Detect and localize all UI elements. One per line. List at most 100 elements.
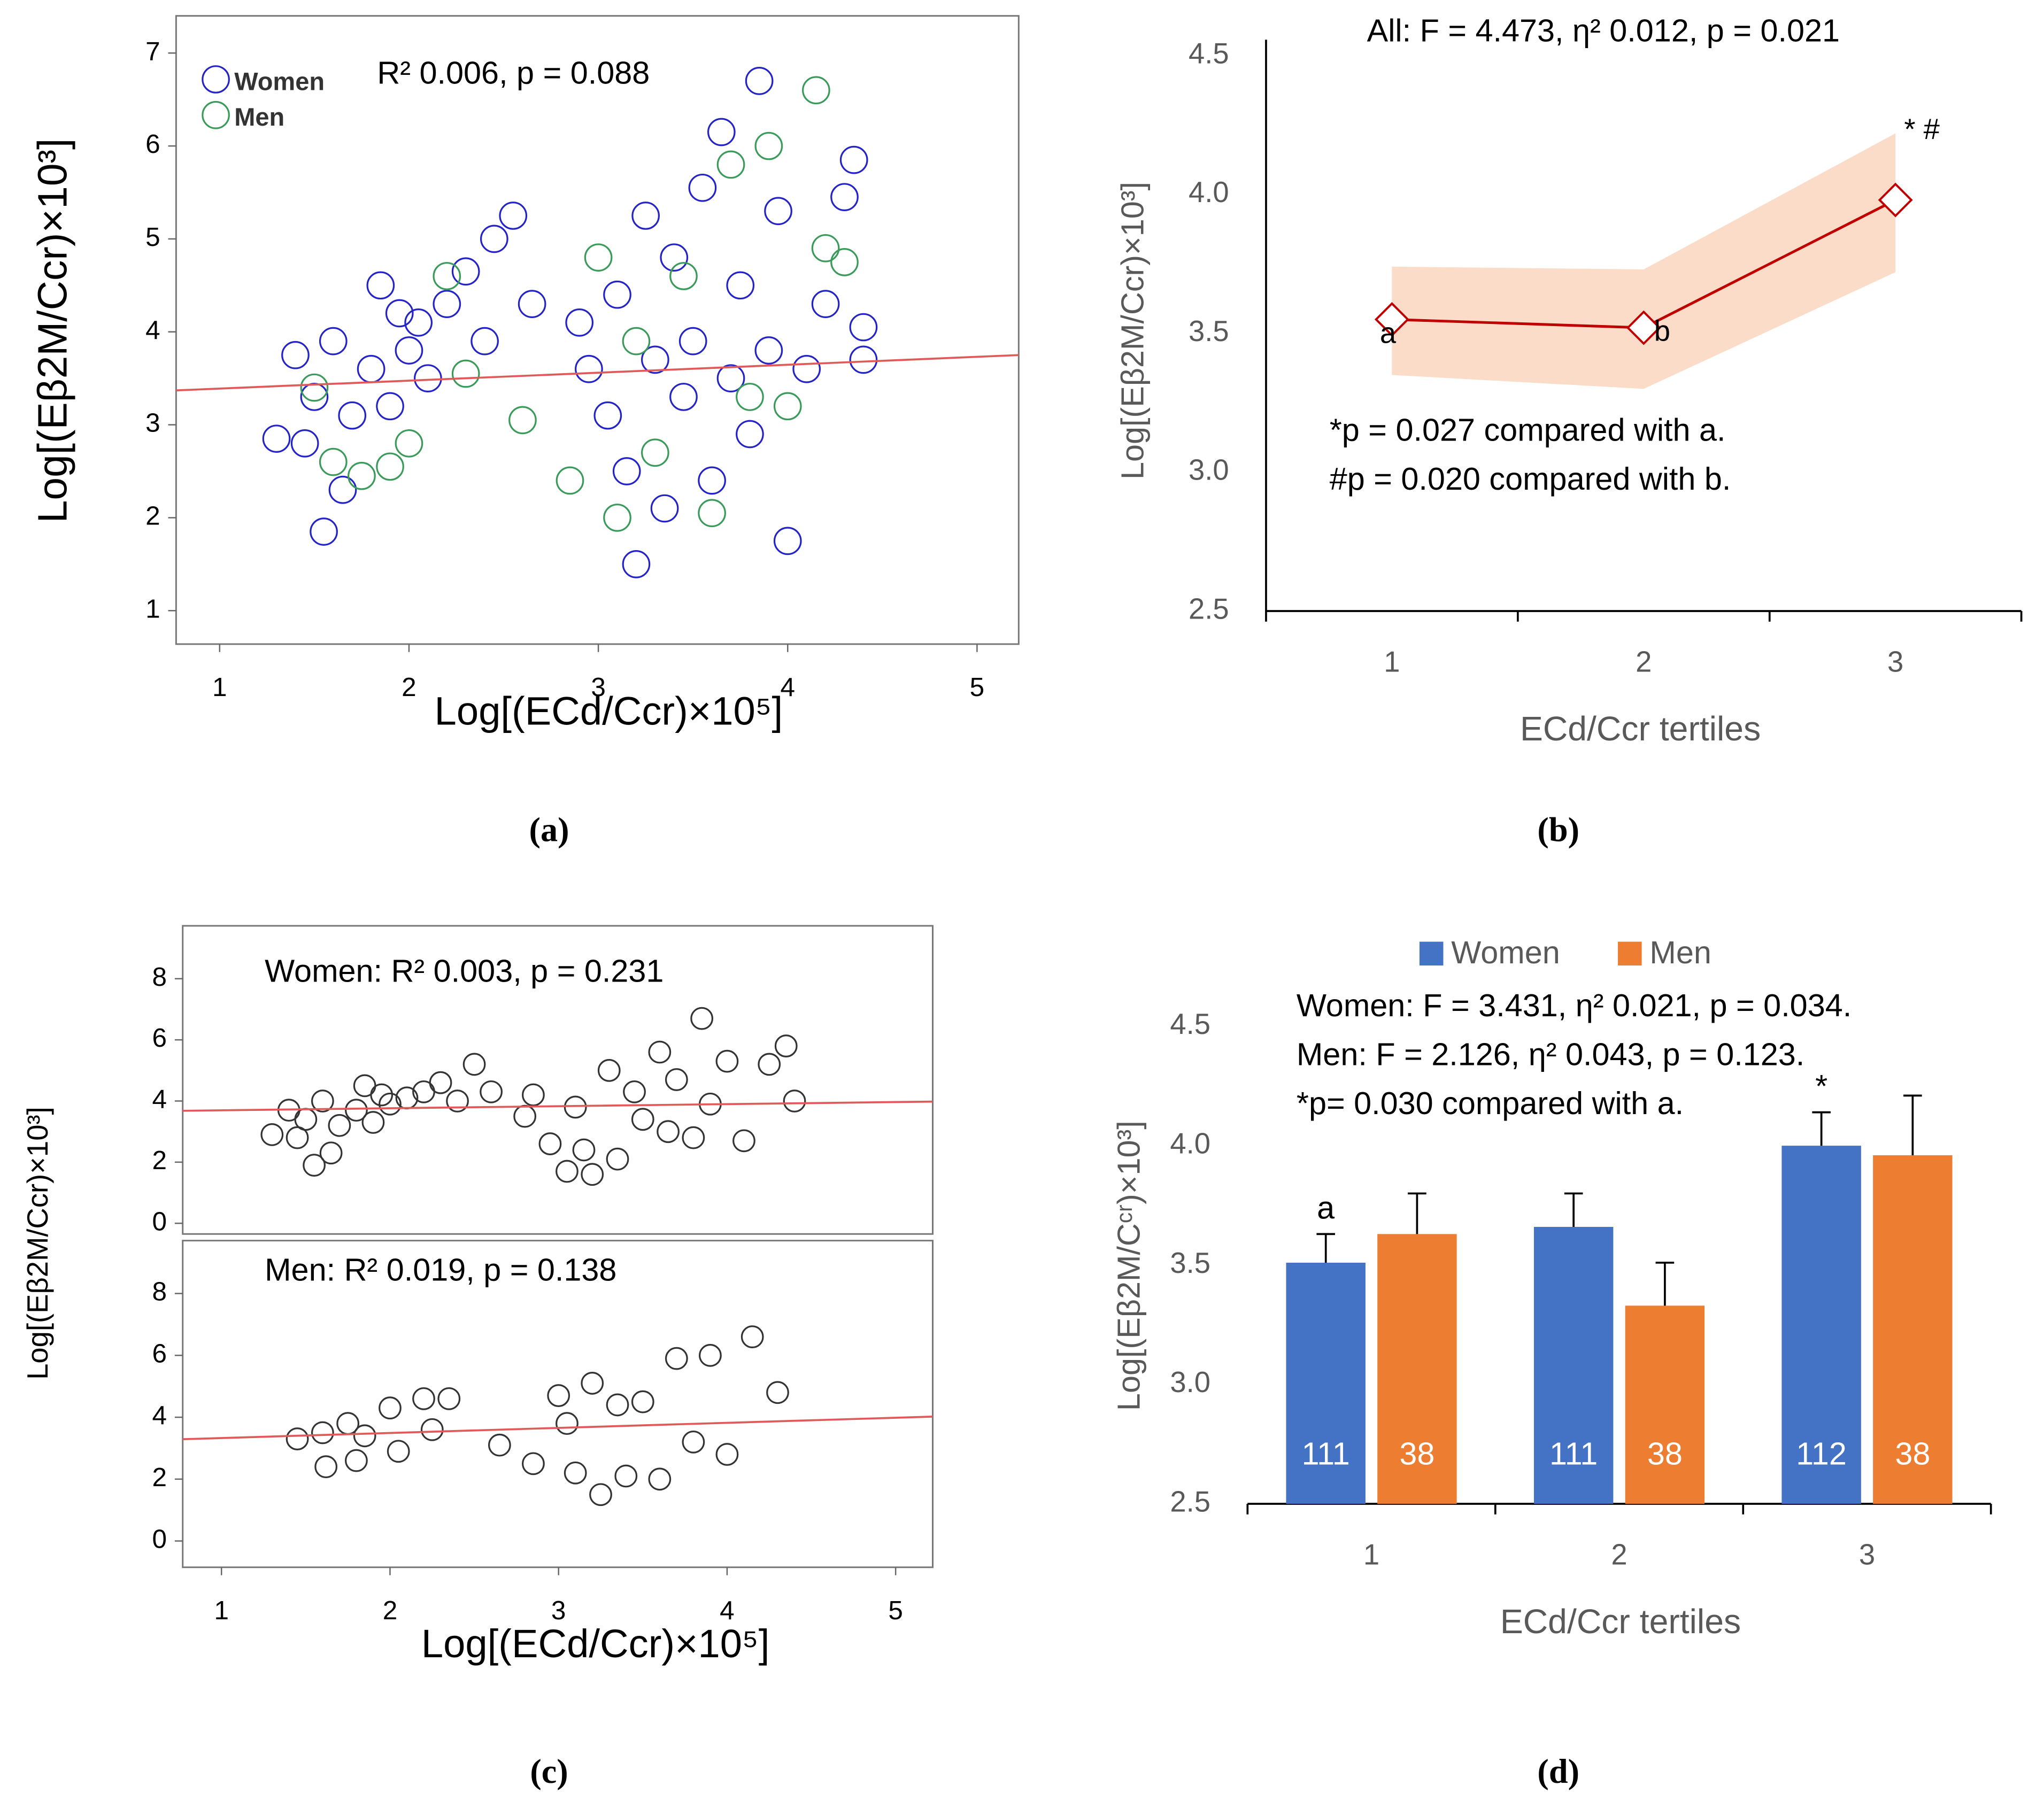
y-tick-label: 6 xyxy=(145,129,160,159)
y-tick-label: 8 xyxy=(152,962,167,992)
y-tick-label: 4 xyxy=(145,315,160,345)
data-point xyxy=(614,1464,638,1488)
data-point xyxy=(311,1421,334,1444)
bar xyxy=(1533,1226,1614,1504)
data-point xyxy=(622,327,651,356)
data-point xyxy=(690,1007,714,1030)
data-point xyxy=(379,1092,402,1116)
data-point xyxy=(451,359,480,388)
data-point xyxy=(575,354,603,383)
data-point xyxy=(745,67,774,95)
data-point xyxy=(319,327,348,356)
data-point xyxy=(572,1138,596,1162)
data-point xyxy=(348,461,376,490)
bar xyxy=(1377,1234,1457,1504)
y-tick-label: 3 xyxy=(145,408,160,438)
annotation: *p= 0.030 compared with a. xyxy=(1297,1085,1684,1121)
data-point xyxy=(665,1068,688,1091)
y-tick-label: 6 xyxy=(152,1023,167,1053)
y-axis-title: Log[(Eβ2M/Ccr)×10³] xyxy=(21,1107,54,1380)
data-point xyxy=(707,118,736,146)
y-axis-title: Log[(Eβ2M/Cᶜʳ)×10³] xyxy=(1110,1121,1146,1411)
data-point xyxy=(260,1123,284,1146)
y-tick-label: 4.0 xyxy=(1170,1127,1210,1160)
data-point xyxy=(314,1455,338,1479)
data-point xyxy=(665,1347,688,1370)
y-tick-label: 2 xyxy=(145,501,160,531)
data-point xyxy=(606,1147,629,1171)
data-point xyxy=(462,1053,486,1076)
data-point xyxy=(286,1427,309,1450)
data-point xyxy=(470,327,499,356)
data-point xyxy=(556,1160,579,1183)
data-point xyxy=(328,475,357,504)
data-point xyxy=(758,1053,781,1076)
y-tick-label: 4.5 xyxy=(1170,1008,1210,1040)
data-point xyxy=(716,364,745,393)
data-point xyxy=(669,262,698,290)
data-point xyxy=(488,1433,511,1457)
count-label: 111 xyxy=(1302,1436,1350,1472)
x-tick-label: 1 xyxy=(214,1596,229,1625)
data-point xyxy=(556,466,584,495)
data-point xyxy=(631,1108,654,1131)
y-tick-label: 3.5 xyxy=(1170,1247,1210,1279)
data-point xyxy=(361,1111,385,1134)
y-tick-label: 4.0 xyxy=(1189,176,1229,208)
data-point xyxy=(839,145,868,174)
data-point xyxy=(547,1384,570,1407)
data-point xyxy=(311,1090,334,1112)
data-point xyxy=(631,202,660,230)
x-axis-title: ECd/Ccr tertiles xyxy=(1520,709,1761,748)
data-point xyxy=(698,466,726,495)
data-point xyxy=(395,429,423,458)
data-point xyxy=(564,1461,587,1485)
data-point xyxy=(773,392,802,421)
data-point xyxy=(698,1343,722,1367)
data-point xyxy=(657,1120,680,1143)
data-point xyxy=(538,1132,562,1155)
x-axis-title: Log[(ECd/Ccr)×10⁵] xyxy=(435,689,783,733)
plot-frame xyxy=(182,925,934,1235)
data-point xyxy=(581,1372,604,1395)
data-point xyxy=(764,197,792,226)
x-tick-label: 3 xyxy=(551,1596,566,1625)
data-point xyxy=(802,76,830,105)
fit-line xyxy=(176,354,1019,392)
data-point xyxy=(565,308,594,337)
error-bar xyxy=(1564,1192,1583,1227)
legend-marker xyxy=(202,101,230,129)
error-bar xyxy=(1655,1262,1675,1306)
fit-line xyxy=(182,1100,933,1112)
data-point xyxy=(379,1396,402,1420)
data-point xyxy=(603,504,631,532)
annotation: Women: F = 3.431, η² 0.021, p = 0.034. xyxy=(1297,987,1852,1023)
data-point xyxy=(606,1393,629,1417)
y-tick-label: 3.5 xyxy=(1189,315,1229,347)
y-tick-label: 4.5 xyxy=(1189,37,1229,69)
data-point xyxy=(281,341,310,369)
data-point xyxy=(648,1040,672,1064)
bar xyxy=(1873,1155,1953,1504)
y-tick-label: 0 xyxy=(152,1525,167,1554)
fit-line xyxy=(182,1416,933,1440)
x-axis-title: Log[(ECd/Ccr)×10⁵] xyxy=(421,1621,770,1666)
data-point xyxy=(678,327,707,356)
x-tick-label: 1 xyxy=(212,673,227,702)
y-axis-title: Log[(Eβ2M/Ccr)×10³] xyxy=(30,138,75,523)
data-point xyxy=(345,1449,368,1472)
y-tick-label: 2.5 xyxy=(1189,592,1229,625)
annotation: #p = 0.020 compared with b. xyxy=(1330,461,1731,497)
marker xyxy=(1374,302,1409,337)
data-point xyxy=(830,183,859,212)
marker xyxy=(1878,182,1913,218)
data-point xyxy=(522,1083,545,1107)
x-tick-label: 4 xyxy=(780,673,795,702)
legend-label: Women xyxy=(234,67,325,95)
panel-caption: (b) xyxy=(1537,810,1579,848)
bar xyxy=(1286,1262,1366,1504)
data-point xyxy=(429,1071,452,1094)
x-tick-label: 3 xyxy=(1859,1538,1875,1571)
data-point xyxy=(754,132,783,160)
y-axis-title: Log[(Eβ2M/Ccr)×10³] xyxy=(1115,182,1151,480)
